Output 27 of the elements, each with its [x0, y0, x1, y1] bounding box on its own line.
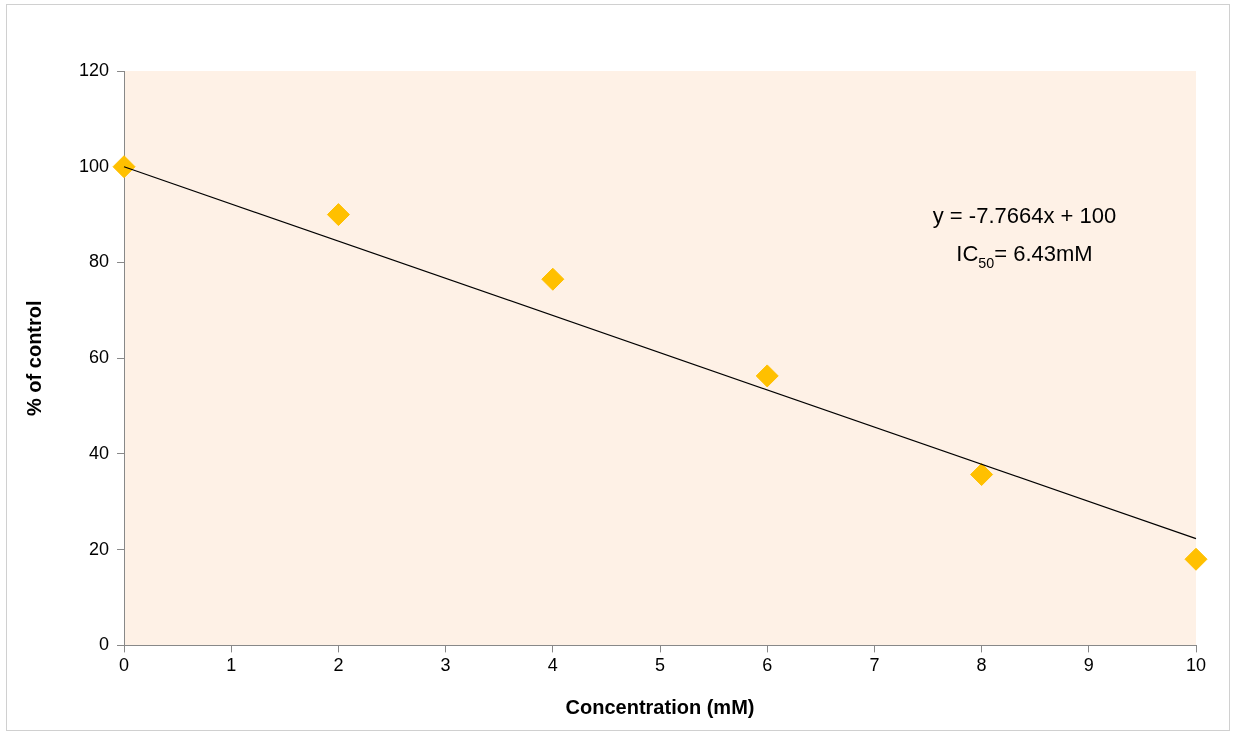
x-tick-label: 5 [655, 655, 666, 676]
y-tick-label: 80 [89, 251, 110, 272]
x-tick-label: 4 [547, 655, 558, 676]
y-tick-label: 100 [78, 155, 110, 176]
x-tick-label: 6 [762, 655, 773, 676]
y-tick-label: 60 [89, 347, 110, 368]
x-tick-label: 7 [869, 655, 880, 676]
x-tick-label: 8 [976, 655, 987, 676]
x-tick-label: 2 [333, 655, 344, 676]
x-tick-label: 3 [440, 655, 451, 676]
annotation: y = -7.7664x + 100 [932, 203, 1117, 228]
x-tick-label: 1 [226, 655, 237, 676]
point [970, 463, 994, 487]
point [541, 267, 565, 291]
y-tick-label: 20 [89, 538, 110, 559]
x-tick-label: 0 [119, 655, 130, 676]
x-tick-label: 9 [1083, 655, 1094, 676]
point [755, 364, 779, 388]
y-tick-label: 0 [99, 634, 110, 655]
point [326, 203, 350, 227]
x-axis-title: Concentration (mM) [565, 695, 755, 718]
y-tick-label: 40 [89, 442, 110, 463]
y-axis-title: % of control [22, 300, 45, 416]
x-tick-label: 10 [1185, 655, 1207, 676]
y-tick-label: 120 [78, 59, 110, 80]
point [1184, 547, 1208, 571]
point [112, 155, 136, 179]
